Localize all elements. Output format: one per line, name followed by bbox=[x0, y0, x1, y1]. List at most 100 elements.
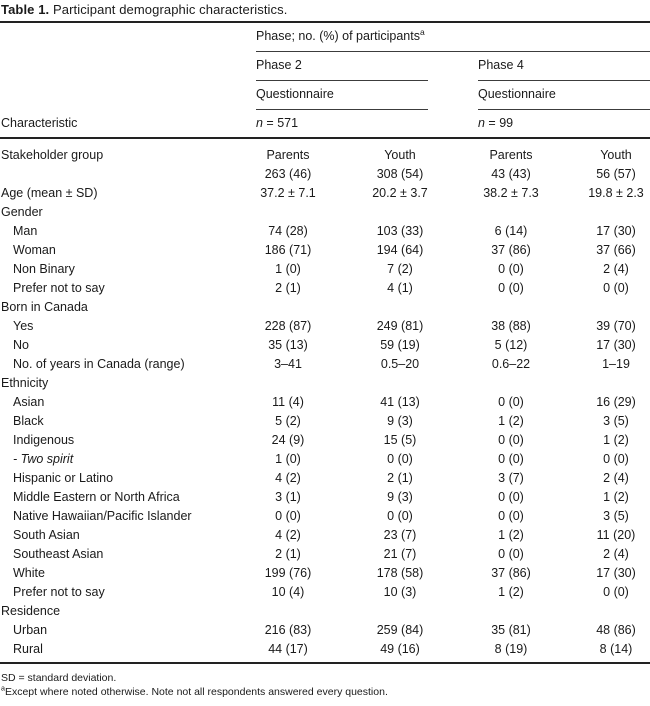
footer-rule bbox=[0, 662, 650, 664]
row-value: 263 (46) bbox=[264, 167, 312, 181]
row-value: 3–41 bbox=[274, 357, 302, 371]
row-value bbox=[344, 602, 456, 621]
row-value: 2 (1) bbox=[275, 547, 301, 561]
row-value: 17 (30) bbox=[596, 338, 636, 352]
row-value: 35 (13) bbox=[268, 338, 308, 352]
row-label: Yes bbox=[13, 319, 34, 333]
row-value: 48 (86) bbox=[596, 623, 636, 637]
row-label: Woman bbox=[13, 243, 56, 257]
row-label: Southeast Asian bbox=[13, 547, 104, 561]
row-value: 35 (81) bbox=[491, 623, 531, 637]
row-value: 1 (2) bbox=[603, 490, 629, 504]
table-row: White 199 (76) 178 (58) 37 (86) 17 (30) bbox=[0, 564, 650, 583]
row-value bbox=[566, 374, 650, 393]
table-row: Prefer not to say 2 (1) 4 (1) 0 (0) 0 (0) bbox=[0, 279, 650, 298]
row-value: 5 (2) bbox=[275, 414, 301, 428]
row-value: 228 (87) bbox=[264, 319, 312, 333]
row-value: 0 (0) bbox=[498, 433, 524, 447]
row-value: 2 (4) bbox=[603, 262, 629, 276]
row-value bbox=[232, 374, 344, 393]
table-row: Southeast Asian 2 (1) 21 (7) 0 (0) 2 (4) bbox=[0, 545, 650, 564]
row-value: 23 (7) bbox=[383, 528, 417, 542]
row-value: 0 (0) bbox=[498, 281, 524, 295]
row-label: Urban bbox=[13, 623, 48, 637]
table-row: No. of years in Canada (range) 3–41 0.5–20… bbox=[0, 355, 650, 374]
row-value: 1 (0) bbox=[275, 262, 301, 276]
table-row: Born in Canada bbox=[0, 298, 650, 317]
row-value: 11 (4) bbox=[272, 395, 304, 409]
row-value: 24 (9) bbox=[271, 433, 305, 447]
table-row: Rural 44 (17) 49 (16) 8 (19) 8 (14) bbox=[0, 640, 650, 659]
table-caption-text: Participant demographic characteristics. bbox=[49, 2, 288, 17]
row-value: 15 (5) bbox=[383, 433, 417, 447]
table-row: South Asian 4 (2) 23 (7) 1 (2) 11 (20) bbox=[0, 526, 650, 545]
header-bottom-rule bbox=[0, 137, 650, 139]
phase4-sub-rule bbox=[478, 109, 650, 110]
row-value: 0 (0) bbox=[603, 281, 629, 295]
row-value bbox=[344, 374, 456, 393]
table-row: Yes 228 (87) 249 (81) 38 (88) 39 (70) bbox=[0, 317, 650, 336]
row-value: 4 (1) bbox=[387, 281, 413, 295]
row-value: 0 (0) bbox=[498, 395, 524, 409]
footnote-a: aExcept where noted otherwise. Note not … bbox=[1, 685, 388, 699]
row-value: 199 (76) bbox=[264, 566, 312, 580]
row-value: 4 (2) bbox=[275, 471, 301, 485]
row-label: Native Hawaiian/Pacific Islander bbox=[13, 509, 192, 523]
table-row: Native Hawaiian/Pacific Islander 0 (0) 0 (… bbox=[0, 507, 650, 526]
row-label: Ethnicity bbox=[1, 376, 49, 390]
row-value bbox=[566, 602, 650, 621]
table-row: Residence bbox=[0, 602, 650, 621]
row-value bbox=[344, 298, 456, 317]
row-value: 0.5–20 bbox=[380, 357, 420, 371]
phase2-rule bbox=[256, 80, 428, 81]
row-value: 1 (2) bbox=[498, 414, 524, 428]
row-value: 3 (1) bbox=[275, 490, 301, 504]
row-value: 2 (1) bbox=[275, 281, 301, 295]
phase2-n-label: n = 571 bbox=[256, 116, 298, 130]
table-row: Asian 11 (4) 41 (13) 0 (0) 16 (29) bbox=[0, 393, 650, 412]
row-value: Youth bbox=[600, 148, 632, 162]
row-value: 11 (20) bbox=[596, 528, 636, 542]
row-value: 3 (5) bbox=[603, 414, 629, 428]
row-label: - Two spirit bbox=[13, 452, 74, 466]
row-value: 0 (0) bbox=[498, 490, 524, 504]
n-symbol: n bbox=[256, 116, 263, 130]
row-label: White bbox=[13, 566, 45, 580]
n-value: = 99 bbox=[484, 116, 514, 130]
row-value: 1–19 bbox=[602, 357, 630, 371]
row-value: 37.2 ± 7.1 bbox=[260, 186, 316, 200]
row-label: Indigenous bbox=[13, 433, 75, 447]
row-value: 103 (33) bbox=[376, 224, 424, 238]
row-value: 19.8 ± 2.3 bbox=[588, 186, 644, 200]
table-row: Hispanic or Latino 4 (2) 2 (1) 3 (7) 2 (4) bbox=[0, 469, 650, 488]
row-value: Parents bbox=[266, 148, 310, 162]
row-value: 9 (3) bbox=[387, 490, 413, 504]
row-value: 20.2 ± 3.7 bbox=[372, 186, 428, 200]
row-value: 0 (0) bbox=[603, 585, 629, 599]
table-caption: Table 1. Participant demographic charact… bbox=[1, 2, 287, 17]
row-value bbox=[456, 203, 566, 222]
spanner-footnote-marker: a bbox=[419, 26, 425, 37]
row-value: 5 (12) bbox=[494, 338, 528, 352]
row-value: 56 (57) bbox=[596, 167, 636, 181]
row-label: Gender bbox=[1, 205, 43, 219]
table-row: Ethnicity bbox=[0, 374, 650, 393]
row-value: 21 (7) bbox=[383, 547, 417, 561]
row-value: 1 (2) bbox=[498, 528, 524, 542]
row-value bbox=[456, 374, 566, 393]
row-value: 308 (54) bbox=[376, 167, 424, 181]
row-value: 49 (16) bbox=[380, 642, 420, 656]
row-value: 3 (7) bbox=[498, 471, 524, 485]
row-label: Prefer not to say bbox=[13, 281, 105, 295]
footnote-a-text: Except where noted otherwise. Note not a… bbox=[4, 686, 388, 698]
spanner-label: Phase; no. (%) of participants bbox=[256, 29, 420, 43]
spanner-rule bbox=[256, 51, 650, 52]
row-label: Middle Eastern or North Africa bbox=[13, 490, 180, 504]
row-value: 194 (64) bbox=[376, 243, 424, 257]
row-label: Age (mean ± SD) bbox=[1, 186, 98, 200]
row-value bbox=[232, 602, 344, 621]
row-value: 38.2 ± 7.3 bbox=[483, 186, 539, 200]
table-row: Prefer not to say 10 (4) 10 (3) 1 (2) 0 (0) bbox=[0, 583, 650, 602]
row-value: 259 (84) bbox=[376, 623, 424, 637]
